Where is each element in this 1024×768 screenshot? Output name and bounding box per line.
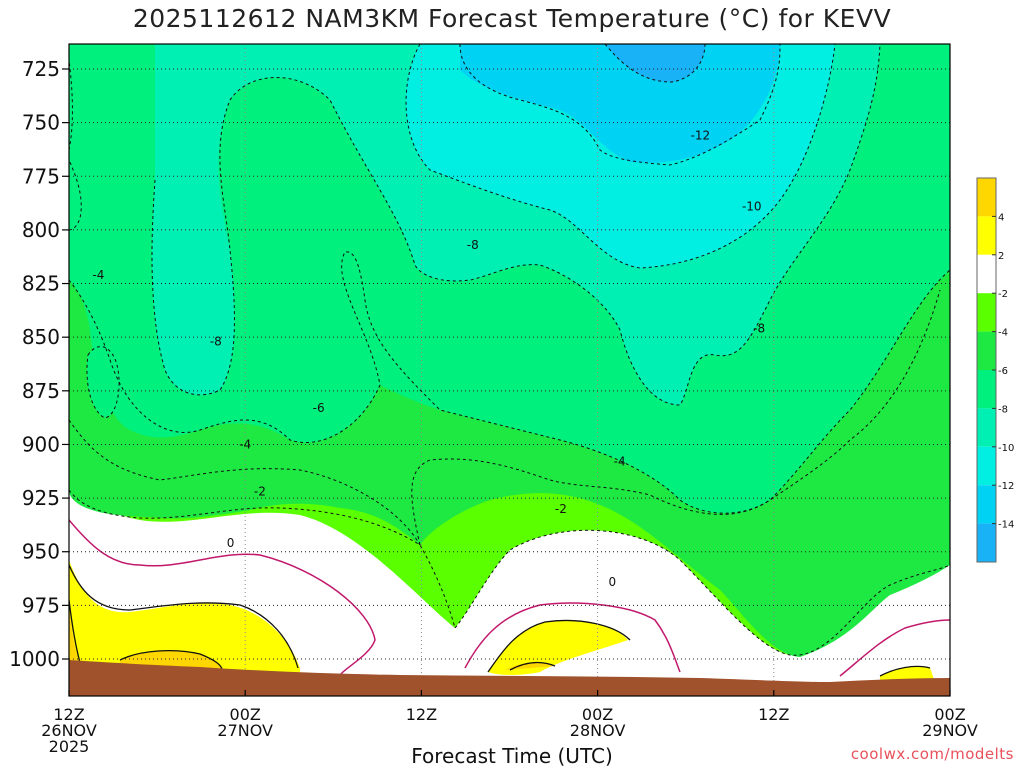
legend-label-7: -12 [998,481,1014,492]
y-tick-label-1000: 1000 [9,647,60,671]
contour-lines [69,44,950,677]
dashed-contour-0 [69,489,950,656]
contour-label-0: -12 [691,129,711,143]
x-tick-label-line: 26NOV [41,721,97,740]
y-tick-label-850: 850 [22,325,60,349]
credit-text: coolwx.com/modelts [850,745,1014,763]
legend-swatch-t_m6_m4 [977,331,996,370]
y-tick-label-750: 750 [22,111,60,135]
legend-swatch-t_le_m14 [977,523,996,562]
y-tick-label-800: 800 [22,218,60,242]
x-tick-label-12: 00Z 27NOV [217,705,273,740]
contour-label-1: -10 [742,199,762,213]
legend-swatch-t_m8_m6 [977,370,996,409]
y-tick-label-975: 975 [22,593,60,617]
solid-contour-2 [879,665,931,677]
fill-region-t_m2_2-1 [69,470,950,696]
legend-swatch-t_m2_2 [977,254,996,294]
x-tick-label-60: 00Z 29NOV [922,705,978,740]
dashed-contour-6 [604,44,706,83]
x-tick-label-48: 12Z [758,705,789,724]
y-tick-label-825: 825 [22,272,60,296]
chart-title: 2025112612 NAM3KM Forecast Temperature (… [132,4,892,33]
legend-label-3: -4 [998,328,1008,339]
contour-label-11: 0 [227,536,235,550]
dashed-contour-5 [459,44,781,166]
legend-swatch-t_m10_m8 [977,408,996,447]
fill-region-t_le_m14-16 [605,44,705,82]
legend-swatch-t_2_4 [977,216,996,255]
color-legend: 4 2 -2 -4 -6 -8 -10 -12 -14 [976,177,1014,563]
legend-label-8: -14 [998,520,1014,531]
contour-label-8: -4 [614,455,626,469]
contour-label-6: -4 [92,268,104,282]
contour-label-4: -8 [210,334,222,348]
fill-region-t_m8_m6-12 [86,346,120,418]
legend-swatch-t_ge_4 [977,178,996,217]
x-tick-label-line: 29NOV [922,721,978,740]
contour-label-7: -4 [239,437,251,451]
contour-labels: -12 -10 -8 -8 -8 -6 -4 -4 -4 -2 -2 0 0 [92,129,765,589]
x-tick-label-line: 12Z [53,705,84,724]
legend-label-6: -10 [998,443,1014,454]
temperature-fill-regions [69,44,950,696]
x-tick-label-line: 28NOV [570,721,626,740]
y-tick-label-950: 950 [22,540,60,564]
y-tick-label-875: 875 [22,379,60,403]
legend-swatch-t_m4_m2 [977,293,996,332]
legend-label-0: 4 [998,212,1004,223]
contour-label-12: 0 [608,575,616,589]
zero-contour-2 [839,619,950,677]
solid-contour-1 [487,619,631,673]
legend-swatch-t_m12_m10 [977,446,996,486]
zero-contour-0 [69,519,376,676]
x-tick-label-line: 00Z [934,705,965,724]
solid-contour-0 [69,564,299,669]
x-axis-title: Forecast Time (UTC) [411,744,613,768]
x-tick-label-line: 12Z [758,705,789,724]
x-tick-label-24: 12Z [406,705,437,724]
x-tick-label-line: 00Z [582,705,613,724]
solid-contour-5 [509,661,556,671]
x-tick-label-36: 00Z 28NOV [570,705,626,740]
dashed-contour-7 [86,346,120,419]
x-tick-label-line: 27NOV [217,721,273,740]
x-tick-label-line: 2025 [49,737,90,756]
y-tick-label-925: 925 [22,486,60,510]
legend-label-1: 2 [998,251,1004,262]
dashed-contour-3 [151,44,881,406]
contour-label-3: -8 [753,322,765,336]
legend-label-4: -6 [998,366,1008,377]
fill-region-t_ge_4-8 [505,662,555,670]
contour-label-5: -6 [313,401,325,415]
dashed-contour-1 [69,289,941,546]
zero-contour-1 [464,602,681,673]
grid-lines [69,44,950,696]
x-tick-label-line: 00Z [230,705,261,724]
y-tick-label-775: 775 [22,164,60,188]
contour-label-2: -8 [467,238,479,252]
contour-label-9: -2 [254,485,266,499]
y-tick-label-900: 900 [22,432,60,456]
x-tick-label-0: 12Z 26NOV 2025 [41,705,97,756]
legend-label-5: -8 [998,404,1008,415]
fill-region-t_m14_m12-15 [460,44,780,163]
solid-contour-3 [119,649,223,671]
ground-area [69,660,950,696]
legend-swatch-t_m14_m12 [977,485,996,524]
dashed-contour-2 [69,251,950,514]
y-axis: 725 750 775 800 825 850 875 900 925 950 975 1000 [9,57,69,671]
x-tick-label-line: 12Z [406,705,437,724]
ground-surface [69,660,950,696]
dashed-contour-9 [69,159,82,231]
dashed-contour-4 [405,44,836,269]
legend-label-2: -2 [998,289,1008,300]
fill-region-t_2_4-4 [488,620,628,675]
contour-label-10: -2 [555,502,567,516]
y-tick-label-725: 725 [22,57,60,81]
plot-frame [68,43,951,697]
